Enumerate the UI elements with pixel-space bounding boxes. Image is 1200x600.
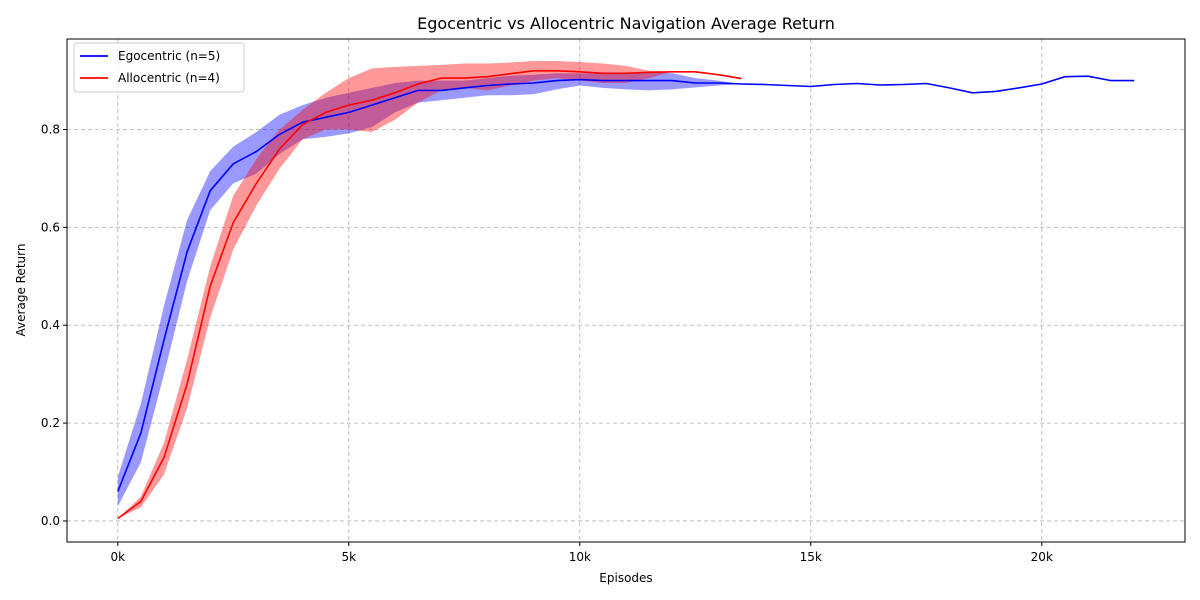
y-tick-label: 0.2: [41, 416, 60, 430]
chart-title: Egocentric vs Allocentric Navigation Ave…: [417, 14, 835, 33]
x-axis: 0k 5k 10k 15k 20k: [111, 542, 1053, 564]
y-tick-label: 0.8: [41, 123, 60, 137]
legend-box: [73, 42, 245, 93]
y-tick-label: 0.4: [41, 318, 60, 332]
series-0-band: [117, 71, 1135, 507]
y-tick-label: 0.6: [41, 220, 60, 234]
legend-entry-1: Allocentric (n=4): [118, 71, 220, 85]
x-tick-label: 20k: [1031, 550, 1053, 564]
grid: [67, 39, 1185, 542]
plot-frame: [66, 38, 1186, 543]
series-1-line: [117, 70, 742, 520]
bands: [117, 61, 1135, 519]
series-0-line: [117, 75, 1135, 492]
y-axis-label: Average Return: [14, 244, 28, 337]
x-tick-label: 0k: [111, 550, 126, 564]
x-tick-label: 15k: [800, 550, 822, 564]
x-axis-label: Episodes: [599, 571, 652, 585]
series-lines: [117, 70, 1135, 520]
legend-entry-0: Egocentric (n=5): [118, 49, 220, 63]
y-tick-label: 0.0: [41, 514, 60, 528]
legend: Egocentric (n=5) Allocentric (n=4): [73, 42, 245, 93]
x-tick-label: 5k: [342, 550, 357, 564]
y-axis: 0.0 0.2 0.4 0.6 0.8: [41, 123, 67, 528]
series-1-band: [117, 61, 742, 519]
x-tick-label: 10k: [569, 550, 591, 564]
